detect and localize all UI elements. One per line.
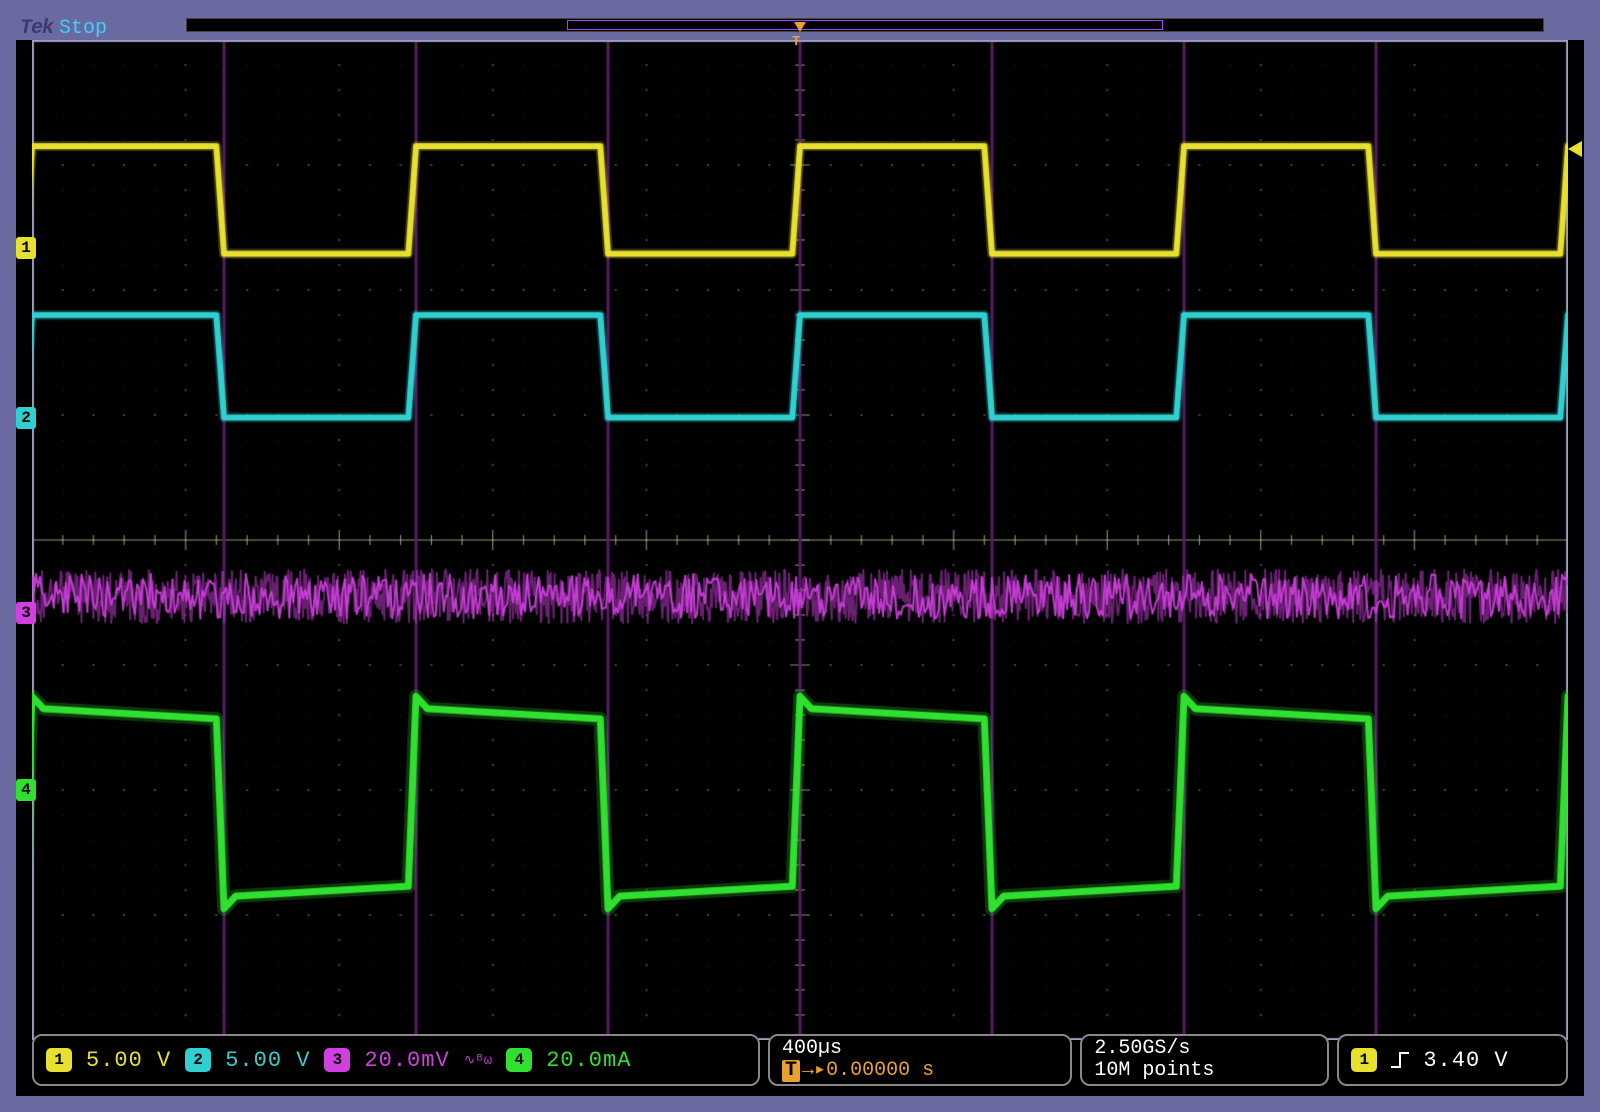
ground-marker-ch2[interactable]: 2 bbox=[16, 407, 36, 429]
bottom-readout-bar: 1 5.00 V 2 5.00 V 3 20.0mV ∿ᴮω 4 20.0mA 400µs T→… bbox=[32, 1034, 1568, 1086]
overview-window[interactable] bbox=[567, 20, 1164, 30]
channel-scale-4: 20.0mA bbox=[546, 1048, 631, 1073]
record-length: 10M points bbox=[1094, 1060, 1214, 1082]
channel-badge-1[interactable]: 1 bbox=[46, 1048, 72, 1072]
ground-marker-ch1[interactable]: 1 bbox=[16, 237, 36, 259]
trigger-readout[interactable]: 1 3.40 V bbox=[1337, 1034, 1568, 1086]
channel-coupling-icons-3: ∿ᴮω bbox=[464, 1052, 493, 1069]
channel-badge-2[interactable]: 2 bbox=[185, 1048, 211, 1072]
timebase-value: 400µs bbox=[782, 1038, 842, 1060]
trigger-level: 3.40 V bbox=[1423, 1048, 1508, 1073]
timebase-readout[interactable]: 400µs T→▸0.00000 s bbox=[768, 1034, 1072, 1086]
channel-badge-4[interactable]: 4 bbox=[506, 1048, 532, 1072]
overview-strip[interactable] bbox=[186, 18, 1544, 32]
channel-scale-3: 20.0mV bbox=[364, 1048, 449, 1073]
channel-scales-readout: 1 5.00 V 2 5.00 V 3 20.0mV ∿ᴮω 4 20.0mA bbox=[32, 1034, 760, 1086]
trigger-t-label: T bbox=[792, 34, 800, 50]
run-state[interactable]: Stop bbox=[59, 17, 107, 40]
trigger-source-badge: 1 bbox=[1351, 1048, 1377, 1072]
trigger-delay-readout: T→▸0.00000 s bbox=[782, 1060, 934, 1082]
ground-marker-ch4[interactable]: 4 bbox=[16, 779, 36, 801]
trigger-level-arrow-icon[interactable] bbox=[1568, 141, 1582, 157]
trigger-delay-value: 0.00000 s bbox=[826, 1059, 934, 1082]
ground-marker-ch3[interactable]: 3 bbox=[16, 602, 36, 624]
channel-scale-2: 5.00 V bbox=[225, 1048, 310, 1073]
arrow-icon: →▸ bbox=[802, 1059, 826, 1082]
acquisition-readout[interactable]: 2.50GS/s 10M points bbox=[1080, 1034, 1329, 1086]
sample-rate: 2.50GS/s bbox=[1094, 1038, 1190, 1060]
trigger-position-marker[interactable]: T bbox=[792, 34, 800, 50]
waveform-canvas bbox=[32, 40, 1568, 1040]
channel-badge-3[interactable]: 3 bbox=[324, 1048, 350, 1072]
brand-logo: Tek bbox=[20, 17, 53, 40]
scope-frame: Tek Stop T 1234 15.00 V25.00 V320.0mV∿ᴮω… bbox=[0, 0, 1600, 1112]
waveform-plot[interactable]: 1234 bbox=[32, 40, 1568, 1040]
rising-edge-icon bbox=[1391, 1050, 1409, 1070]
channel-scale-1: 5.00 V bbox=[86, 1048, 171, 1073]
trigger-delay-badge: T bbox=[782, 1060, 800, 1082]
